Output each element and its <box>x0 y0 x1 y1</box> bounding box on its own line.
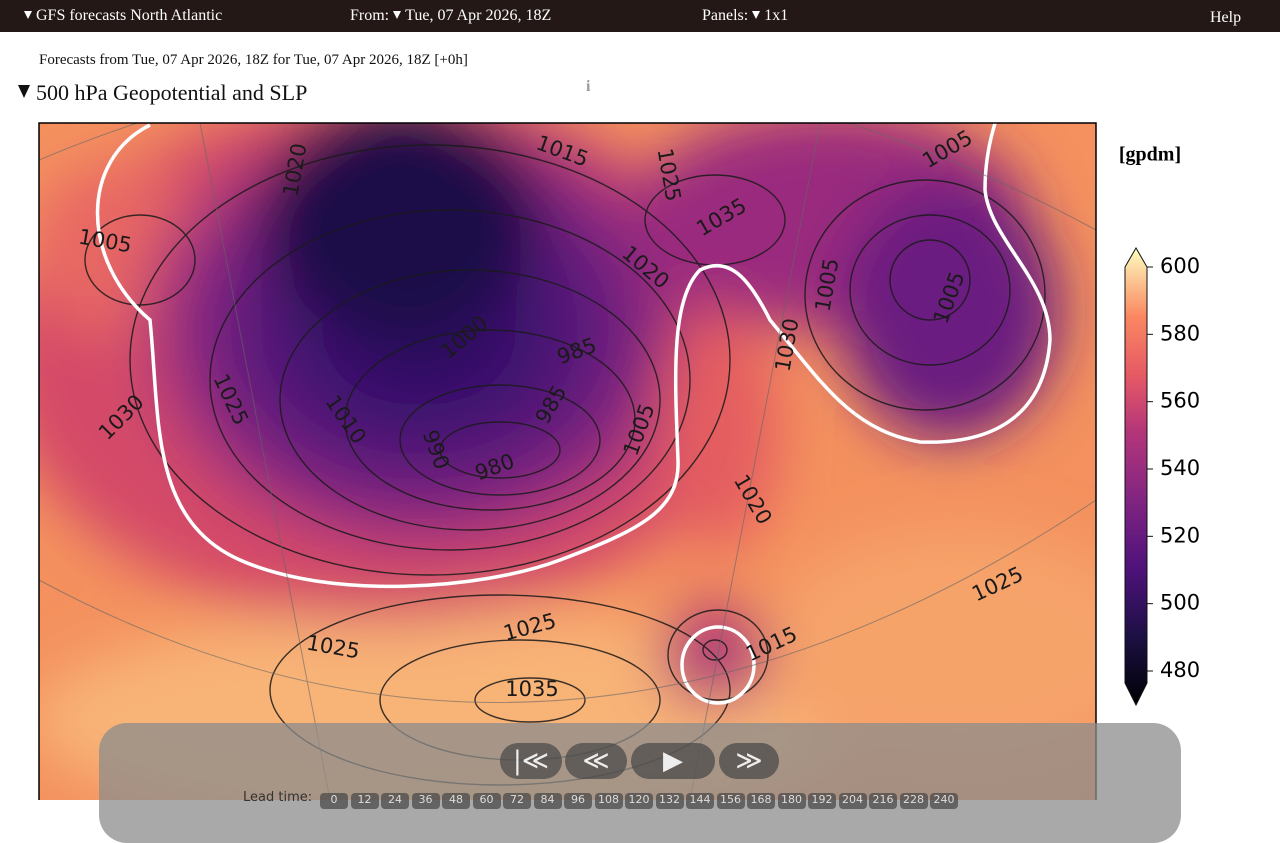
colorbar-tick-label: 540 <box>1160 456 1200 480</box>
lead-time-button[interactable]: 96 <box>564 793 592 809</box>
lead-time-button[interactable]: 180 <box>777 793 806 809</box>
colorbar-tick-label: 480 <box>1160 658 1200 682</box>
top-bar: GFS forecasts North Atlantic From: Tue, … <box>0 0 1280 32</box>
section-title: 500 hPa Geopotential and SLP <box>36 80 308 105</box>
forecast-subtitle: Forecasts from Tue, 07 Apr 2026, 18Z for… <box>39 52 468 68</box>
playback-button[interactable]: ≫ <box>719 743 779 779</box>
lead-time-button[interactable]: 168 <box>747 793 775 809</box>
colorbar-tick-label: 580 <box>1160 321 1200 345</box>
lead-time-button[interactable]: 60 <box>472 793 501 809</box>
panels-menu[interactable]: Panels: 1x1 <box>702 7 788 25</box>
colorbar-unit: [gpdm] <box>1119 144 1181 166</box>
lead-time-button[interactable]: 0 <box>320 793 348 809</box>
colorbar-tick-label: 560 <box>1160 389 1200 413</box>
colorbar-tick-label: 600 <box>1160 254 1200 278</box>
from-label: From: <box>350 7 390 24</box>
playback-button[interactable]: ≪ <box>565 743 627 779</box>
panels-value: 1x1 <box>764 7 789 24</box>
lead-time-button[interactable]: 12 <box>350 793 379 809</box>
lead-time-button[interactable]: 216 <box>869 793 897 809</box>
lead-time-button[interactable]: 48 <box>442 793 470 809</box>
lead-time-button[interactable]: 108 <box>594 793 623 809</box>
from-menu[interactable]: From: Tue, 07 Apr 2026, 18Z <box>350 7 551 25</box>
control-panel <box>99 723 1181 843</box>
lead-time-button[interactable]: 120 <box>625 793 653 809</box>
from-value: Tue, 07 Apr 2026, 18Z <box>405 7 552 24</box>
info-icon[interactable]: i <box>586 78 591 95</box>
lead-time-label: Lead time: <box>243 790 313 805</box>
lead-time-button[interactable]: 192 <box>808 793 836 809</box>
product-menu[interactable]: GFS forecasts North Atlantic <box>24 7 222 25</box>
lead-time-button[interactable]: 204 <box>838 793 867 809</box>
contour-label: 1035 <box>505 677 558 701</box>
lead-time-button[interactable]: 72 <box>503 793 531 809</box>
colorbar <box>1124 247 1148 707</box>
lead-time-button[interactable]: 132 <box>655 793 684 809</box>
product-name: GFS forecasts North Atlantic <box>36 7 223 24</box>
lead-time-button[interactable]: 228 <box>899 793 928 809</box>
lead-time-button[interactable]: 24 <box>381 793 409 809</box>
lead-time-button[interactable]: 144 <box>686 793 714 809</box>
lead-time-button[interactable]: 36 <box>411 793 440 809</box>
section-toggle[interactable]: 500 hPa Geopotential and SLP <box>18 80 307 106</box>
help-link[interactable]: Help <box>1210 9 1242 26</box>
lead-time-button[interactable]: 240 <box>930 793 958 809</box>
lead-time-button[interactable]: 84 <box>533 793 562 809</box>
isobars <box>84 144 1046 786</box>
panels-label: Panels: <box>702 7 749 24</box>
playback-button[interactable]: |≪ <box>500 743 562 779</box>
lead-time-button[interactable]: 156 <box>716 793 745 809</box>
colorbar-tick-label: 520 <box>1160 523 1200 547</box>
playback-button[interactable]: ▶ <box>631 743 715 779</box>
colorbar-tick-label: 500 <box>1160 591 1200 615</box>
